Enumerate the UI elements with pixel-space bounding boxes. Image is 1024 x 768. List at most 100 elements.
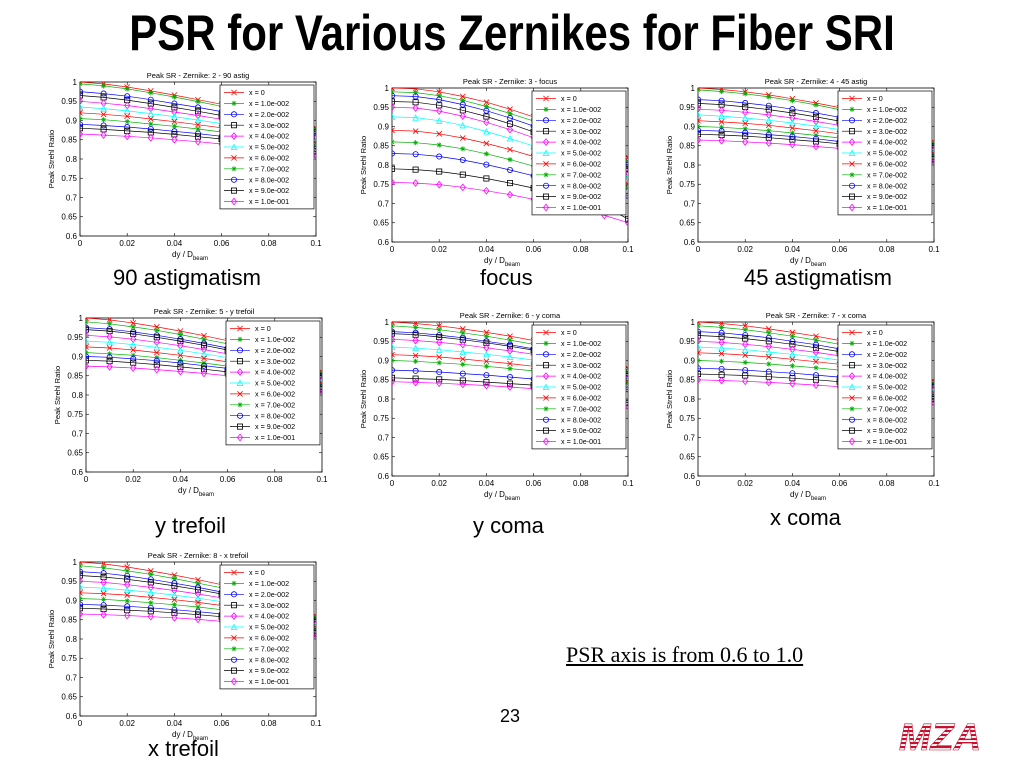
legend-label: x = 7.0e-002	[561, 404, 601, 413]
data-point	[194, 104, 201, 111]
legend-marker	[848, 437, 856, 446]
y-tick-label: 0.8	[684, 395, 696, 404]
legend-label: x = 7.0e-002	[867, 404, 907, 413]
y-tick-label: 0.85	[679, 142, 695, 151]
chart-panel-x-coma: Peak SR - Zernike: 7 - x coma 0.6 0.65 0.7 0…	[662, 306, 952, 502]
data-point	[765, 102, 772, 109]
data-point	[483, 151, 489, 157]
data-point	[195, 121, 201, 128]
data-point	[812, 344, 819, 351]
data-point	[100, 610, 107, 619]
chart-title: Peak SR - Zernike: 5 - y trefoil	[154, 307, 255, 316]
x-tick-label: 0.08	[573, 245, 589, 254]
chart-svg: Peak SR - Zernike: 7 - x coma 0.6 0.65 0.7 0…	[665, 311, 940, 502]
data-point	[101, 83, 107, 89]
data-point	[412, 322, 419, 327]
y-tick-label: 0.95	[679, 103, 695, 112]
y-tick-label: 0.9	[72, 352, 84, 361]
data-point	[698, 322, 701, 325]
data-point	[765, 334, 772, 341]
legend-marker	[542, 117, 549, 124]
data-point	[194, 116, 202, 124]
legend-marker	[237, 402, 243, 408]
data-point	[789, 130, 795, 136]
x-axis-label: dy / Dbeam	[484, 490, 520, 502]
legend-marker	[543, 161, 549, 167]
data-point	[86, 353, 89, 360]
data-point	[813, 102, 819, 108]
legend-label: x = 5.0e-002	[561, 149, 601, 158]
data-point	[742, 352, 749, 358]
data-point	[147, 579, 154, 586]
data-point	[718, 322, 725, 327]
data-point	[171, 591, 178, 599]
legend-marker	[543, 95, 549, 102]
data-point	[130, 364, 137, 372]
x-tick-label: 0.08	[261, 719, 277, 728]
data-point	[148, 600, 154, 606]
x-tick-label: 0.02	[737, 479, 753, 488]
data-point	[171, 113, 178, 120]
data-point	[719, 88, 725, 95]
data-point	[129, 341, 137, 348]
y-tick-label: 0.75	[61, 174, 77, 183]
data-point	[412, 367, 419, 374]
page-number: 23	[500, 706, 521, 726]
legend-label: x = 4.0e-002	[249, 132, 289, 141]
x-tick-label: 0.06	[526, 245, 542, 254]
legend-marker	[231, 100, 237, 106]
data-point	[436, 153, 443, 160]
legend-label: x = 5.0e-002	[867, 383, 907, 392]
x-tick-label: 0	[78, 239, 83, 248]
data-point	[459, 112, 466, 120]
data-point	[789, 136, 796, 143]
x-tick-label: 0	[390, 245, 395, 254]
y-axis-label: Peak Strehl Ratio	[665, 370, 674, 428]
data-point	[624, 215, 628, 222]
y-tick-label: 0.7	[378, 433, 390, 442]
legend-label: x = 9.0e-002	[867, 192, 907, 201]
data-point	[147, 604, 154, 611]
data-point	[766, 128, 772, 134]
data-point	[765, 378, 772, 387]
data-point	[507, 360, 513, 367]
data-point	[483, 99, 490, 106]
legend-marker	[237, 391, 243, 397]
x-tick-label: 0	[390, 479, 395, 488]
data-point	[171, 104, 178, 111]
data-point	[392, 343, 396, 351]
y-tick-label: 0.6	[72, 468, 84, 477]
data-point	[80, 103, 84, 111]
data-point	[789, 363, 795, 369]
chart-panel-y-coma: Peak SR - Zernike: 6 - y coma 0.6 0.65 0.7 0…	[356, 306, 646, 502]
data-point	[507, 157, 513, 163]
data-point	[813, 132, 819, 138]
data-point	[177, 346, 184, 354]
data-point	[392, 322, 395, 325]
y-tick-label: 0.75	[679, 180, 695, 189]
legend-marker	[542, 362, 549, 369]
legend-marker	[848, 149, 856, 156]
legend-marker	[543, 395, 549, 401]
y-tick-label: 0.8	[66, 155, 78, 164]
data-point	[171, 606, 178, 613]
legend-marker	[849, 106, 855, 112]
legend-marker	[543, 172, 549, 178]
legend-label: x = 1.0e-001	[561, 203, 601, 212]
legend-label: x = 1.0e-002	[867, 339, 907, 348]
data-point	[719, 124, 725, 130]
y-tick-label: 0.65	[373, 219, 389, 228]
x-tick-label: 0.04	[785, 479, 801, 488]
data-point	[171, 128, 178, 135]
data-point	[742, 91, 748, 97]
data-point	[100, 131, 107, 139]
legend-label: x = 6.0e-002	[255, 390, 295, 399]
data-point	[147, 612, 154, 621]
data-point	[171, 135, 178, 144]
data-point	[459, 340, 466, 349]
data-point	[789, 356, 796, 363]
x-tick-label: 0.02	[119, 719, 135, 728]
legend-marker	[543, 329, 549, 336]
data-point	[412, 166, 419, 173]
legend-label: x = 5.0e-002	[249, 623, 289, 632]
